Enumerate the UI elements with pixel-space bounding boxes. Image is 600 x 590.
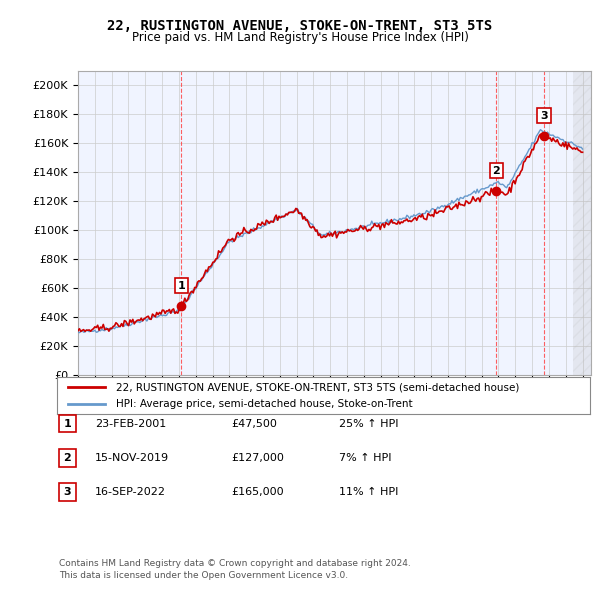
Text: 1: 1	[178, 281, 185, 291]
Text: 3: 3	[64, 487, 71, 497]
Text: 11% ↑ HPI: 11% ↑ HPI	[339, 487, 398, 497]
Text: 7% ↑ HPI: 7% ↑ HPI	[339, 453, 391, 463]
Text: 22, RUSTINGTON AVENUE, STOKE-ON-TRENT, ST3 5TS (semi-detached house): 22, RUSTINGTON AVENUE, STOKE-ON-TRENT, S…	[116, 382, 519, 392]
Text: 25% ↑ HPI: 25% ↑ HPI	[339, 419, 398, 428]
Text: 3: 3	[540, 111, 548, 120]
Text: HPI: Average price, semi-detached house, Stoke-on-Trent: HPI: Average price, semi-detached house,…	[116, 399, 412, 409]
Text: 23-FEB-2001: 23-FEB-2001	[95, 419, 166, 428]
Text: £47,500: £47,500	[231, 419, 277, 428]
Text: 22, RUSTINGTON AVENUE, STOKE-ON-TRENT, ST3 5TS: 22, RUSTINGTON AVENUE, STOKE-ON-TRENT, S…	[107, 19, 493, 33]
Text: £165,000: £165,000	[231, 487, 284, 497]
Text: This data is licensed under the Open Government Licence v3.0.: This data is licensed under the Open Gov…	[59, 571, 348, 580]
Text: £127,000: £127,000	[231, 453, 284, 463]
Text: 1: 1	[64, 419, 71, 428]
Text: Price paid vs. HM Land Registry's House Price Index (HPI): Price paid vs. HM Land Registry's House …	[131, 31, 469, 44]
Text: 15-NOV-2019: 15-NOV-2019	[95, 453, 169, 463]
Text: Contains HM Land Registry data © Crown copyright and database right 2024.: Contains HM Land Registry data © Crown c…	[59, 559, 410, 568]
Text: 2: 2	[493, 166, 500, 176]
Text: 2: 2	[64, 453, 71, 463]
Text: 16-SEP-2022: 16-SEP-2022	[95, 487, 166, 497]
